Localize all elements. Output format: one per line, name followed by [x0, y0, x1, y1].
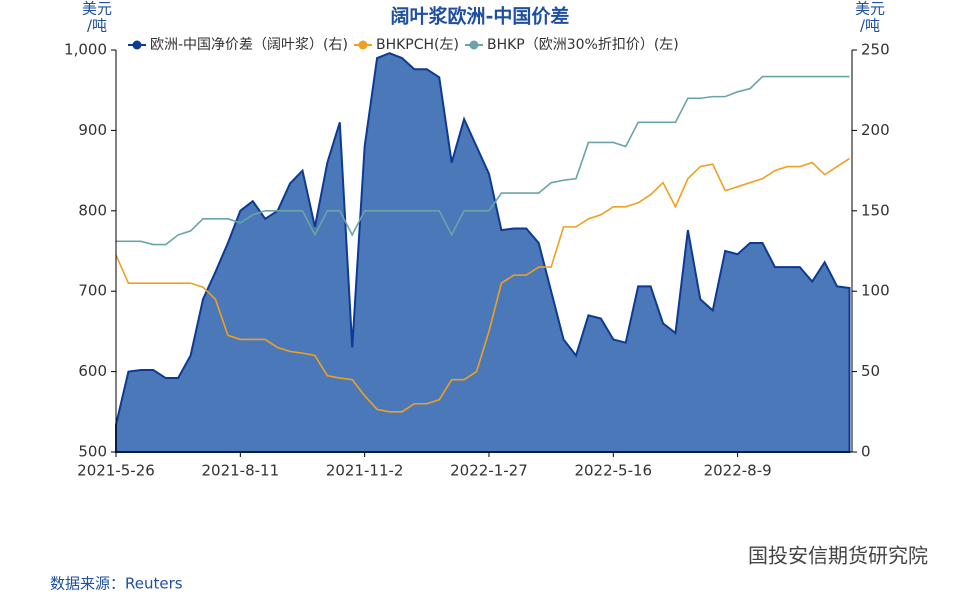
y2-tick-label: 0: [861, 443, 871, 461]
y-tick-label: 800: [78, 201, 107, 219]
y2-tick-label: 200: [861, 121, 890, 139]
legend-label: 欧洲-中国净价差（阔叶浆）(右): [150, 37, 348, 53]
line: [115, 157, 850, 413]
y-tick-label: 1,000: [64, 41, 107, 59]
y-tick-label: 500: [78, 443, 107, 461]
y-tick-label: 700: [78, 282, 107, 300]
source: 数据来源：Reuters: [50, 575, 183, 593]
x-tick-label: 2022-8-9: [704, 462, 772, 480]
y-unit: /吨: [87, 17, 107, 35]
legend-marker: [469, 40, 479, 50]
x-tick-label: 2021-11-2: [326, 462, 404, 480]
watermark: 国投安信期货研究院: [748, 544, 928, 568]
y-tick-label: 600: [78, 362, 107, 380]
y-tick-label: 900: [78, 121, 107, 139]
area: [115, 52, 851, 453]
y2-unit: /吨: [860, 17, 880, 35]
line: [116, 75, 850, 246]
x-tick-label: 2022-5-16: [574, 462, 652, 480]
legend-marker: [132, 40, 142, 50]
y2-tick-label: 150: [861, 201, 890, 219]
legend-label: BHKPCH(左): [376, 37, 459, 53]
y2-tick-label: 250: [861, 41, 890, 59]
y2-unit: 美元: [855, 0, 885, 18]
x-tick-label: 2022-1-27: [450, 462, 528, 480]
x-tick-label: 2021-5-26: [77, 462, 155, 480]
y2-tick-label: 50: [861, 362, 880, 380]
y2-tick-label: 100: [861, 282, 890, 300]
legend-label: BHKP（欧洲30%折扣价）(左): [487, 37, 679, 53]
x-tick-label: 2021-8-11: [202, 462, 280, 480]
y-unit: 美元: [82, 0, 112, 18]
legend-marker: [358, 40, 368, 50]
chart-title: 阔叶浆欧洲-中国价差: [391, 5, 570, 28]
